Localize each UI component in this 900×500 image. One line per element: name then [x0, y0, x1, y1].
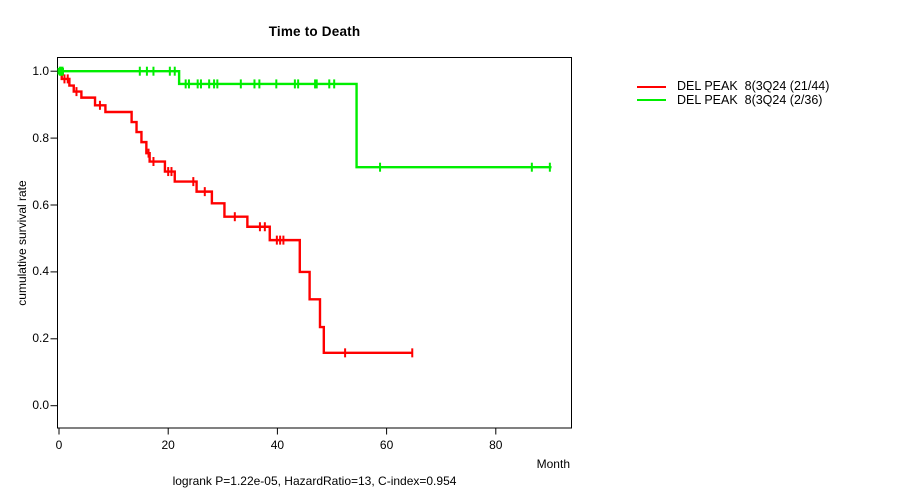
stats-annotation: logrank P=1.22e-05, HazardRatio=13, C-in… [172, 474, 457, 488]
chart-title: Time to Death [268, 24, 361, 39]
survival-curve [59, 70, 413, 355]
y-tick-label: 0.6 [32, 197, 49, 212]
y-tick-label: 0.4 [32, 264, 49, 279]
legend-line-swatch [637, 85, 666, 88]
legend-item: DEL PEAK 8(3Q24 (2/36) [637, 93, 829, 106]
legend-item-label: DEL PEAK 8(3Q24 (2/36) [677, 92, 823, 107]
y-tick-label: 0.8 [32, 130, 49, 145]
survival-curve [59, 70, 552, 169]
y-tick-label: 1.0 [32, 63, 49, 78]
curve-start-marker [57, 68, 64, 75]
x-tick-label: 0 [55, 438, 63, 452]
x-axis-unit-label: Month [536, 457, 570, 471]
legend: DEL PEAK 8(3Q24 (21/44) DEL PEAK 8(3Q24 (… [637, 80, 829, 107]
x-tick-label: 80 [489, 438, 503, 452]
x-tick-label: 60 [379, 438, 394, 452]
x-tick-label: 40 [270, 438, 285, 452]
x-tick-label: 20 [161, 438, 175, 452]
y-tick-label: 0.0 [32, 398, 49, 413]
legend-item-label: DEL PEAK 8(3Q24 (21/44) [677, 79, 830, 94]
y-axis-label: cumulative survival rate [15, 180, 29, 306]
y-tick-label: 0.2 [32, 331, 49, 346]
legend-line-swatch [637, 98, 666, 102]
plot-box [57, 57, 572, 429]
legend-item: DEL PEAK 8(3Q24 (21/44) [637, 80, 829, 93]
